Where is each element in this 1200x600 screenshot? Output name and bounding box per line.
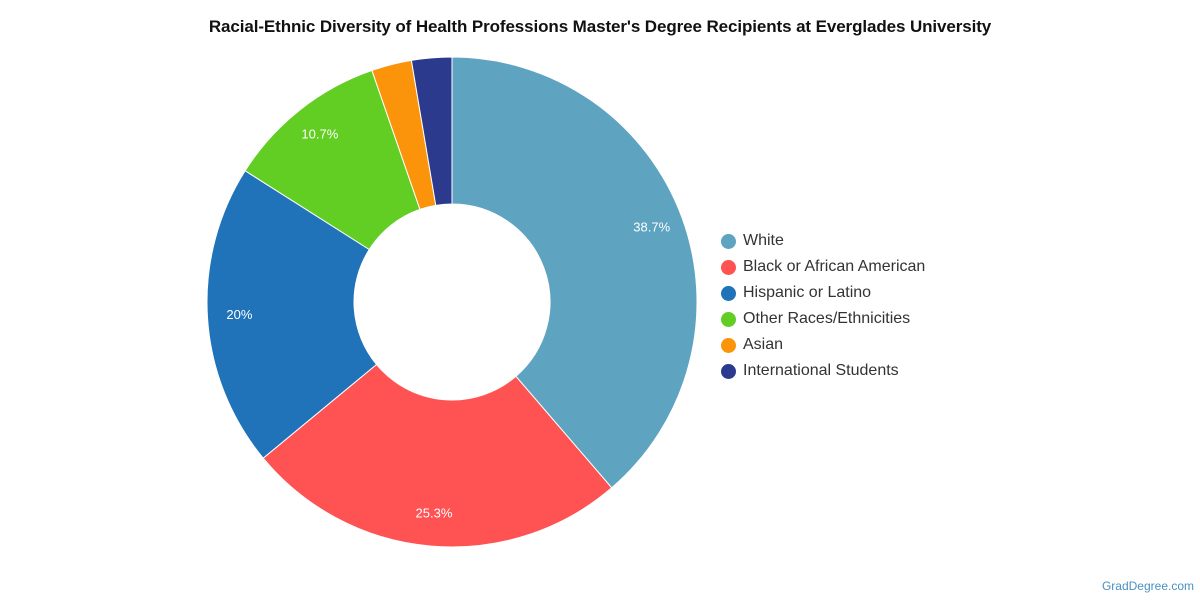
slice-label-hispanic-or-latino: 20% (226, 307, 252, 322)
slice-label-black-or-african-american: 25.3% (416, 506, 453, 521)
legend-label: Hispanic or Latino (743, 284, 872, 301)
legend-label: Other Races/Ethnicities (743, 310, 911, 327)
legend-swatch (721, 259, 736, 275)
slice-black-or-african-american[interactable] (262, 363, 613, 548)
legend-swatch (721, 311, 736, 327)
legend-item-asian[interactable]: Asian (721, 332, 925, 358)
slice-white[interactable] (451, 56, 698, 489)
legend-item-other-races-ethnicities[interactable]: Other Races/Ethnicities (721, 306, 925, 332)
chart-title: Racial-Ethnic Diversity of Health Profes… (208, 17, 992, 36)
legend-item-international-students[interactable]: International Students (721, 358, 925, 384)
legend-item-hispanic-or-latino[interactable]: Hispanic or Latino (721, 280, 925, 306)
watermark: GradDegree.com (1101, 579, 1194, 593)
legend-label: Asian (743, 336, 784, 353)
legend-swatch (721, 285, 736, 301)
legend-item-black-or-african-american[interactable]: Black or African American (721, 254, 925, 280)
legend-swatch (721, 337, 736, 353)
legend-label: International Students (743, 362, 899, 379)
slice-label-other-races-ethnicities: 10.7% (301, 126, 338, 141)
legend-item-white[interactable]: White (721, 228, 925, 254)
slice-hispanic-or-latino[interactable] (206, 170, 378, 459)
legend-label: White (743, 232, 784, 249)
legend-swatch (721, 233, 736, 249)
slice-label-white: 38.7% (633, 219, 670, 234)
slice-international-students[interactable] (410, 56, 453, 206)
slice-other-races-ethnicities[interactable] (244, 69, 421, 251)
chart-legend: White Black or African American Hispanic o… (721, 228, 925, 384)
legend-label: Black or African American (743, 258, 926, 275)
legend-swatch (721, 363, 736, 379)
